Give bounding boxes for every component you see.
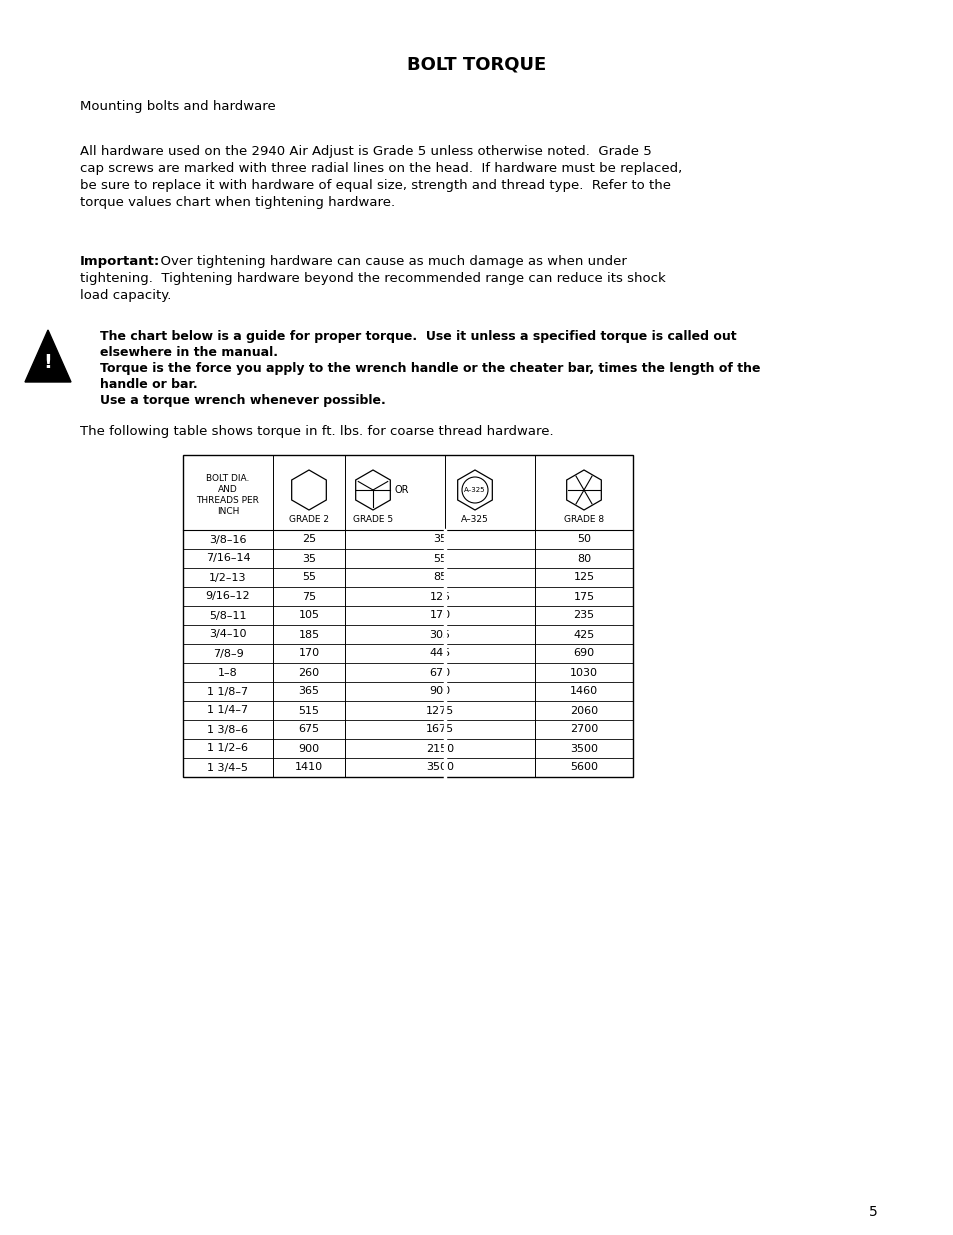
Bar xyxy=(183,454,633,777)
Text: BOLT TORQUE: BOLT TORQUE xyxy=(407,56,546,73)
Text: 75: 75 xyxy=(301,592,315,601)
Text: 3500: 3500 xyxy=(569,743,598,753)
Text: 5/8–11: 5/8–11 xyxy=(209,610,247,620)
Text: 35: 35 xyxy=(302,553,315,563)
Text: The chart below is a guide for proper torque.  Use it unless a specified torque : The chart below is a guide for proper to… xyxy=(100,330,736,343)
Text: 170: 170 xyxy=(429,610,450,620)
Text: 2150: 2150 xyxy=(425,743,454,753)
Polygon shape xyxy=(566,471,600,510)
Text: torque values chart when tightening hardware.: torque values chart when tightening hard… xyxy=(80,196,395,209)
Text: 670: 670 xyxy=(429,667,450,678)
Text: A–325: A–325 xyxy=(460,515,488,525)
Text: 50: 50 xyxy=(577,535,590,545)
Text: GRADE 8: GRADE 8 xyxy=(563,515,603,525)
Circle shape xyxy=(461,477,488,503)
Text: All hardware used on the 2940 Air Adjust is Grade 5 unless otherwise noted.  Gra: All hardware used on the 2940 Air Adjust… xyxy=(80,144,651,158)
Text: 170: 170 xyxy=(298,648,319,658)
Polygon shape xyxy=(292,471,326,510)
Text: 5600: 5600 xyxy=(569,762,598,773)
Text: 80: 80 xyxy=(577,553,591,563)
Text: 3/8–16: 3/8–16 xyxy=(209,535,247,545)
Text: 425: 425 xyxy=(573,630,594,640)
Text: OR: OR xyxy=(395,485,409,495)
Text: 35: 35 xyxy=(433,535,447,545)
Text: 7/16–14: 7/16–14 xyxy=(206,553,250,563)
Text: 175: 175 xyxy=(573,592,594,601)
Text: A–325: A–325 xyxy=(464,487,485,493)
Text: Torque is the force you apply to the wrench handle or the cheater bar, times the: Torque is the force you apply to the wre… xyxy=(100,362,760,375)
Text: load capacity.: load capacity. xyxy=(80,289,172,303)
Text: handle or bar.: handle or bar. xyxy=(100,378,197,391)
Text: 365: 365 xyxy=(298,687,319,697)
Text: 260: 260 xyxy=(298,667,319,678)
Text: 105: 105 xyxy=(298,610,319,620)
Text: tightening.  Tightening hardware beyond the recommended range can reduce its sho: tightening. Tightening hardware beyond t… xyxy=(80,272,665,285)
Text: 900: 900 xyxy=(429,687,450,697)
Text: 55: 55 xyxy=(302,573,315,583)
Text: 515: 515 xyxy=(298,705,319,715)
Text: Mounting bolts and hardware: Mounting bolts and hardware xyxy=(80,100,275,112)
Text: 3500: 3500 xyxy=(426,762,454,773)
Text: GRADE 5: GRADE 5 xyxy=(353,515,393,525)
Polygon shape xyxy=(25,330,71,382)
Text: 445: 445 xyxy=(429,648,450,658)
Text: 1 3/8–6: 1 3/8–6 xyxy=(208,725,248,735)
Text: Over tightening hardware can cause as much damage as when under: Over tightening hardware can cause as mu… xyxy=(152,254,626,268)
Text: 1675: 1675 xyxy=(425,725,454,735)
Text: BOLT DIA.
AND
THREADS PER
INCH: BOLT DIA. AND THREADS PER INCH xyxy=(196,474,259,516)
Text: 690: 690 xyxy=(573,648,594,658)
Text: Important:: Important: xyxy=(80,254,160,268)
Text: 1 1/2–6: 1 1/2–6 xyxy=(208,743,248,753)
Text: cap screws are marked with three radial lines on the head.  If hardware must be : cap screws are marked with three radial … xyxy=(80,162,681,175)
Text: 675: 675 xyxy=(298,725,319,735)
Text: 1030: 1030 xyxy=(569,667,598,678)
Text: 1460: 1460 xyxy=(569,687,598,697)
Text: 125: 125 xyxy=(429,592,450,601)
Text: 185: 185 xyxy=(298,630,319,640)
Text: 125: 125 xyxy=(573,573,594,583)
Text: GRADE 2: GRADE 2 xyxy=(289,515,329,525)
Text: 1275: 1275 xyxy=(425,705,454,715)
Text: 305: 305 xyxy=(429,630,450,640)
Text: 1410: 1410 xyxy=(294,762,323,773)
Text: 55: 55 xyxy=(433,553,447,563)
Text: 2700: 2700 xyxy=(569,725,598,735)
Text: 900: 900 xyxy=(298,743,319,753)
Text: 235: 235 xyxy=(573,610,594,620)
Text: 1 1/8–7: 1 1/8–7 xyxy=(207,687,249,697)
Text: 1/2–13: 1/2–13 xyxy=(209,573,247,583)
Text: !: ! xyxy=(44,353,52,372)
Text: 25: 25 xyxy=(301,535,315,545)
Text: 1–8: 1–8 xyxy=(218,667,237,678)
Text: elsewhere in the manual.: elsewhere in the manual. xyxy=(100,346,277,359)
Polygon shape xyxy=(457,471,492,510)
Text: 7/8–9: 7/8–9 xyxy=(213,648,243,658)
Text: Use a torque wrench whenever possible.: Use a torque wrench whenever possible. xyxy=(100,394,385,408)
Text: 9/16–12: 9/16–12 xyxy=(206,592,250,601)
Text: 3/4–10: 3/4–10 xyxy=(209,630,247,640)
Text: 1 3/4–5: 1 3/4–5 xyxy=(208,762,248,773)
Text: 2060: 2060 xyxy=(569,705,598,715)
Text: 85: 85 xyxy=(433,573,447,583)
Text: be sure to replace it with hardware of equal size, strength and thread type.  Re: be sure to replace it with hardware of e… xyxy=(80,179,670,191)
Text: 5: 5 xyxy=(868,1205,877,1219)
Text: 1 1/4–7: 1 1/4–7 xyxy=(207,705,249,715)
Text: The following table shows torque in ft. lbs. for coarse thread hardware.: The following table shows torque in ft. … xyxy=(80,425,553,438)
Polygon shape xyxy=(355,471,390,510)
